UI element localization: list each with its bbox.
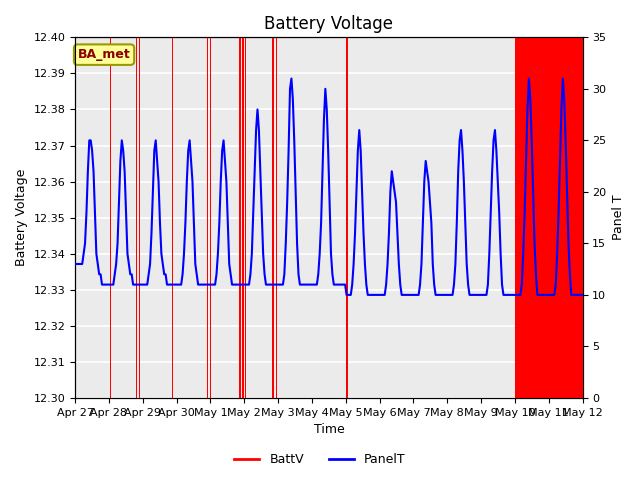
Bar: [245, 37, 246, 398]
Bar: [276, 37, 277, 398]
Legend: BattV, PanelT: BattV, PanelT: [229, 448, 411, 471]
Bar: [272, 37, 274, 398]
Bar: [242, 37, 244, 398]
Bar: [515, 37, 582, 398]
Bar: [172, 37, 173, 398]
Bar: [239, 37, 241, 398]
Title: Battery Voltage: Battery Voltage: [264, 15, 394, 33]
Text: BA_met: BA_met: [77, 48, 131, 61]
Bar: [207, 37, 209, 398]
Bar: [139, 37, 140, 398]
Bar: [210, 37, 211, 398]
Y-axis label: Panel T: Panel T: [612, 195, 625, 240]
Bar: [136, 37, 138, 398]
Y-axis label: Battery Voltage: Battery Voltage: [15, 169, 28, 266]
Bar: [346, 37, 348, 398]
Bar: [109, 37, 111, 398]
X-axis label: Time: Time: [314, 423, 344, 436]
